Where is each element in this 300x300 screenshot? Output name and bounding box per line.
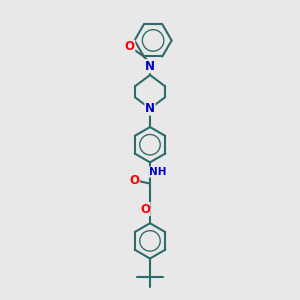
Text: O: O [129,173,139,187]
Text: N: N [145,60,155,73]
Text: O: O [140,202,150,216]
Text: N: N [145,102,155,115]
Text: O: O [125,40,135,53]
Text: NH: NH [149,167,167,177]
